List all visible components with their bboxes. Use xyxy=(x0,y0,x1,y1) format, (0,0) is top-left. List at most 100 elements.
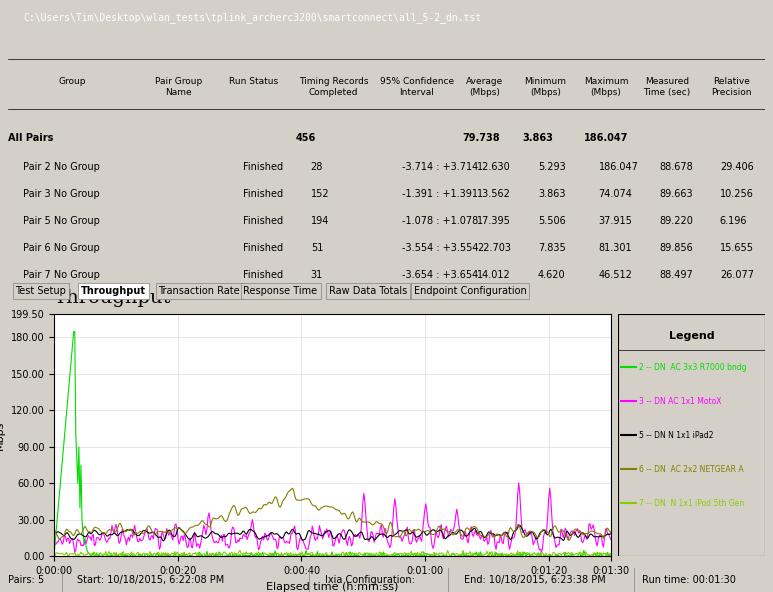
3 -- DN AC 1x1 MotoX xyxy=(514,480,523,487)
Text: Pair 2 No Group: Pair 2 No Group xyxy=(23,162,100,172)
Text: 81.301: 81.301 xyxy=(598,243,632,253)
Text: Start: 10/18/2015, 6:22:08 PM: Start: 10/18/2015, 6:22:08 PM xyxy=(77,575,224,585)
Text: 2 -- DN  AC 3x3 R7000 bndg: 2 -- DN AC 3x3 R7000 bndg xyxy=(639,363,747,372)
Text: Group: Group xyxy=(59,77,86,86)
2 -- DN  AC 3x3 R7000 bndg xyxy=(532,553,541,560)
Text: 7.835: 7.835 xyxy=(538,243,566,253)
5 -- DN N 1x1 iPad2 xyxy=(387,533,397,540)
5 -- DN N 1x1 iPad2 xyxy=(159,538,169,545)
2 -- DN  AC 3x3 R7000 bndg xyxy=(49,551,59,558)
3 -- DN AC 1x1 MotoX xyxy=(49,540,59,547)
5 -- DN N 1x1 iPad2 xyxy=(474,530,483,537)
Text: Finished: Finished xyxy=(243,189,283,199)
Text: Response Time: Response Time xyxy=(243,286,318,295)
Text: Pair 3 No Group: Pair 3 No Group xyxy=(23,189,100,199)
3 -- DN AC 1x1 MotoX xyxy=(70,549,80,556)
2 -- DN  AC 3x3 R7000 bndg xyxy=(445,553,455,560)
Text: Raw Data Totals: Raw Data Totals xyxy=(329,286,407,295)
Text: Maximum
(Mbps): Maximum (Mbps) xyxy=(584,77,628,96)
5 -- DN N 1x1 iPad2 xyxy=(606,530,615,538)
3 -- DN AC 1x1 MotoX xyxy=(474,531,483,538)
3 -- DN AC 1x1 MotoX xyxy=(387,533,397,540)
2 -- DN  AC 3x3 R7000 bndg xyxy=(69,328,78,335)
Text: Throughput: Throughput xyxy=(81,286,146,295)
Text: Relative
Precision: Relative Precision xyxy=(711,77,751,96)
Line: 5 -- DN N 1x1 iPad2: 5 -- DN N 1x1 iPad2 xyxy=(54,525,611,541)
Text: 12.630: 12.630 xyxy=(478,162,511,172)
3 -- DN AC 1x1 MotoX xyxy=(444,533,453,540)
Text: 3 -- DN AC 1x1 MotoX: 3 -- DN AC 1x1 MotoX xyxy=(639,397,721,406)
3 -- DN AC 1x1 MotoX xyxy=(81,539,90,546)
3 -- DN AC 1x1 MotoX xyxy=(606,536,615,543)
Text: Pair 5 No Group: Pair 5 No Group xyxy=(23,216,100,226)
Text: -3.714 : +3.714: -3.714 : +3.714 xyxy=(402,162,478,172)
Text: Finished: Finished xyxy=(243,243,283,253)
Text: 5.506: 5.506 xyxy=(538,216,566,226)
Text: 5 -- DN N 1x1 iPad2: 5 -- DN N 1x1 iPad2 xyxy=(639,430,713,440)
Text: 88.678: 88.678 xyxy=(659,162,693,172)
Text: 13.562: 13.562 xyxy=(478,189,511,199)
Line: 6 -- DN  AC 2x2 NETGEAR A: 6 -- DN AC 2x2 NETGEAR A xyxy=(54,488,611,540)
6 -- DN  AC 2x2 NETGEAR A xyxy=(547,533,556,540)
3 -- DN AC 1x1 MotoX xyxy=(532,533,541,540)
7 -- DN  N 1x1 iPod 5th Gen xyxy=(111,553,120,560)
Text: Transaction Rate: Transaction Rate xyxy=(158,286,240,295)
Text: 89.663: 89.663 xyxy=(659,189,693,199)
Text: 186.047: 186.047 xyxy=(598,162,638,172)
Text: 4.620: 4.620 xyxy=(538,270,566,280)
Text: 46.512: 46.512 xyxy=(598,270,632,280)
Text: 10.256: 10.256 xyxy=(720,189,754,199)
Text: Throughput: Throughput xyxy=(54,289,172,307)
5 -- DN N 1x1 iPad2 xyxy=(532,535,541,542)
6 -- DN  AC 2x2 NETGEAR A xyxy=(474,528,483,535)
Text: Pair 6 No Group: Pair 6 No Group xyxy=(23,243,100,253)
6 -- DN  AC 2x2 NETGEAR A xyxy=(49,526,59,533)
Text: 7 -- DN  N 1x1 iPod 5th Gen: 7 -- DN N 1x1 iPod 5th Gen xyxy=(639,498,744,507)
Text: 186.047: 186.047 xyxy=(584,133,628,143)
Text: 28: 28 xyxy=(311,162,323,172)
Text: 3.863: 3.863 xyxy=(538,189,566,199)
2 -- DN  AC 3x3 R7000 bndg xyxy=(388,551,397,558)
Text: Minimum
(Mbps): Minimum (Mbps) xyxy=(525,77,567,96)
Text: 15.655: 15.655 xyxy=(720,243,754,253)
2 -- DN  AC 3x3 R7000 bndg xyxy=(475,552,484,559)
Line: 7 -- DN  N 1x1 iPod 5th Gen: 7 -- DN N 1x1 iPod 5th Gen xyxy=(54,550,611,556)
Text: -1.391 : +1.391: -1.391 : +1.391 xyxy=(402,189,478,199)
Text: 26.077: 26.077 xyxy=(720,270,754,280)
Text: Finished: Finished xyxy=(243,270,283,280)
Text: 95% Confidence
Interval: 95% Confidence Interval xyxy=(380,77,454,96)
Text: 14.012: 14.012 xyxy=(478,270,511,280)
Text: 29.406: 29.406 xyxy=(720,162,754,172)
7 -- DN  N 1x1 iPod 5th Gen xyxy=(235,546,244,554)
Text: End: 10/18/2015, 6:23:38 PM: End: 10/18/2015, 6:23:38 PM xyxy=(464,575,605,585)
Text: 22.703: 22.703 xyxy=(478,243,512,253)
6 -- DN  AC 2x2 NETGEAR A xyxy=(387,522,397,529)
Text: Pair 7 No Group: Pair 7 No Group xyxy=(23,270,100,280)
2 -- DN  AC 3x3 R7000 bndg xyxy=(606,553,615,560)
6 -- DN  AC 2x2 NETGEAR A xyxy=(530,530,540,538)
7 -- DN  N 1x1 iPod 5th Gen xyxy=(475,549,484,556)
Text: Run time: 00:01:30: Run time: 00:01:30 xyxy=(642,575,735,585)
5 -- DN N 1x1 iPad2 xyxy=(444,532,453,539)
7 -- DN  N 1x1 iPod 5th Gen xyxy=(49,550,59,557)
Text: 31: 31 xyxy=(311,270,323,280)
Text: 79.738: 79.738 xyxy=(462,133,500,143)
Text: Legend: Legend xyxy=(669,331,715,341)
2 -- DN  AC 3x3 R7000 bndg xyxy=(547,553,557,560)
Text: 152: 152 xyxy=(311,189,329,199)
7 -- DN  N 1x1 iPod 5th Gen xyxy=(80,551,90,558)
Text: 456: 456 xyxy=(295,133,316,143)
Text: Average
(Mbps): Average (Mbps) xyxy=(466,77,503,96)
5 -- DN N 1x1 iPad2 xyxy=(515,522,524,529)
7 -- DN  N 1x1 iPod 5th Gen xyxy=(445,552,455,559)
Text: 6 -- DN  AC 2x2 NETGEAR A: 6 -- DN AC 2x2 NETGEAR A xyxy=(639,465,744,474)
6 -- DN  AC 2x2 NETGEAR A xyxy=(606,529,615,536)
5 -- DN N 1x1 iPad2 xyxy=(547,527,557,534)
Text: Finished: Finished xyxy=(243,216,283,226)
Text: Run Status: Run Status xyxy=(230,77,278,86)
Text: Measured
Time (sec): Measured Time (sec) xyxy=(643,77,690,96)
Text: 194: 194 xyxy=(311,216,329,226)
6 -- DN  AC 2x2 NETGEAR A xyxy=(288,485,298,492)
Text: Ixia Configuration:: Ixia Configuration: xyxy=(325,575,414,585)
6 -- DN  AC 2x2 NETGEAR A xyxy=(80,523,90,530)
